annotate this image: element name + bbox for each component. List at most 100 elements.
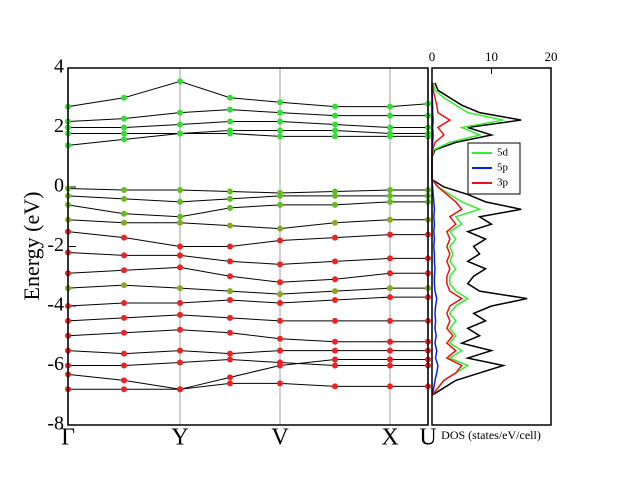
band-point	[332, 201, 338, 208]
band-line	[67, 231, 428, 247]
band-point	[177, 285, 183, 292]
band-point	[227, 118, 233, 125]
band-point	[277, 201, 283, 208]
band-point	[387, 216, 393, 223]
band-line	[68, 382, 428, 390]
band-line	[67, 266, 428, 283]
y-tick-label: -4	[47, 294, 64, 316]
band-point	[227, 314, 233, 321]
band-point	[387, 347, 393, 354]
band-point	[177, 109, 183, 116]
band-point	[227, 380, 233, 387]
band-point	[277, 237, 283, 244]
band-point	[227, 188, 233, 195]
band-line	[67, 109, 428, 123]
dos-line	[431, 82, 439, 396]
band-point	[277, 192, 283, 199]
band-point	[227, 288, 233, 295]
x-tick-label: 20	[545, 49, 558, 64]
band-point	[227, 297, 233, 304]
band-point	[332, 317, 338, 324]
band-point	[121, 386, 127, 393]
band-line	[67, 350, 428, 355]
band-point	[277, 279, 283, 286]
band-point	[387, 338, 393, 345]
band-point	[177, 386, 183, 393]
band-point	[387, 198, 393, 205]
band-point	[332, 297, 338, 304]
band-line	[67, 329, 428, 343]
band-line	[67, 201, 428, 218]
x-axis-label: DOS (states/eV/cell)	[441, 428, 541, 442]
x-tick-label: Γ	[61, 425, 75, 451]
legend-label: 5d	[497, 147, 509, 159]
band-point	[177, 243, 183, 250]
dos-line	[431, 82, 464, 396]
band-point	[332, 127, 338, 134]
band-point	[332, 362, 338, 369]
band-point	[227, 195, 233, 202]
band-point	[121, 186, 127, 193]
band-line	[67, 251, 428, 265]
band-point	[277, 261, 283, 268]
band-point	[121, 234, 127, 241]
band-point	[277, 347, 283, 354]
y-axis-label: Energy (eV)	[19, 192, 44, 301]
band-point	[121, 350, 127, 357]
band-point	[121, 300, 127, 307]
band-point	[277, 99, 283, 106]
band-line	[68, 129, 428, 134]
y-tick-label: 0	[54, 175, 64, 197]
band-point	[332, 103, 338, 110]
band-point	[332, 276, 338, 283]
x-tick-label: U	[419, 425, 436, 451]
band-point	[332, 347, 338, 354]
band-point	[332, 133, 338, 140]
band-point	[227, 204, 233, 211]
dos-line	[431, 82, 504, 396]
band-point	[227, 258, 233, 265]
band-point	[332, 258, 338, 265]
band-point	[277, 317, 283, 324]
band-point	[121, 210, 127, 217]
band-point	[332, 192, 338, 199]
legend-label: 5p	[497, 162, 509, 174]
y-tick-label: -2	[47, 234, 64, 256]
band-point	[277, 335, 283, 342]
band-line	[67, 296, 428, 307]
x-tick-label: 0	[429, 49, 436, 64]
y-tick-label: 2	[54, 115, 64, 137]
band-point	[121, 329, 127, 336]
band-point	[177, 121, 183, 128]
band-point	[227, 130, 233, 137]
band-point	[387, 356, 393, 363]
band-point	[227, 94, 233, 101]
y-tick-label: -6	[47, 353, 64, 375]
band-point	[332, 234, 338, 241]
band-point	[121, 252, 127, 259]
band-point	[387, 124, 393, 131]
band-line	[67, 80, 429, 108]
plot-frame	[431, 67, 552, 426]
band-point	[387, 112, 393, 119]
band-point	[277, 291, 283, 298]
band-point	[121, 94, 127, 101]
band-point	[177, 78, 183, 85]
band-point	[387, 270, 393, 277]
band-point	[121, 267, 127, 274]
band-point	[332, 112, 338, 119]
band-point	[227, 374, 233, 381]
band-point	[121, 362, 127, 369]
band-point	[227, 222, 233, 229]
band-point	[277, 380, 283, 387]
band-point	[121, 314, 127, 321]
band-line	[67, 195, 428, 203]
band-point	[387, 294, 393, 301]
band-line	[67, 132, 428, 146]
band-point	[177, 198, 183, 205]
x-tick-label: X	[381, 425, 398, 451]
band-point	[177, 213, 183, 220]
band-point	[387, 285, 393, 292]
band-point	[277, 225, 283, 232]
band-point	[121, 195, 127, 202]
